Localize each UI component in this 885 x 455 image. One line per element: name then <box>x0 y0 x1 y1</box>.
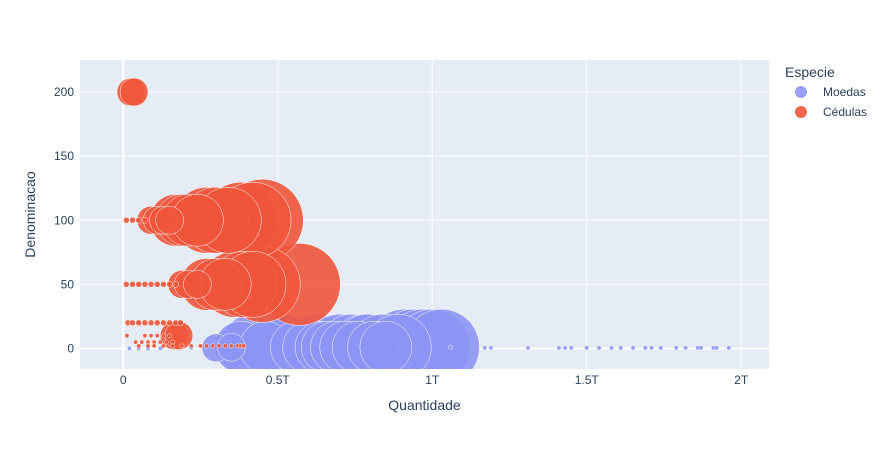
data-point[interactable] <box>126 346 132 351</box>
data-point[interactable] <box>488 345 494 351</box>
data-point[interactable] <box>216 343 222 349</box>
data-point[interactable] <box>139 339 145 345</box>
x-tick-labels: 0 0.5T 1T 1.5T 2T <box>120 373 749 387</box>
data-point[interactable] <box>141 217 149 224</box>
y-tick-label: 50 <box>61 277 75 291</box>
data-point[interactable] <box>170 343 176 349</box>
series-cédulas <box>116 77 341 350</box>
data-point[interactable] <box>179 343 185 349</box>
data-point[interactable] <box>166 281 173 288</box>
legend-item-moedas[interactable]: Moedas <box>795 85 866 99</box>
data-point[interactable] <box>157 339 163 345</box>
data-point[interactable] <box>228 343 234 349</box>
y-axis-label: Denominacao <box>22 171 38 258</box>
data-point[interactable] <box>198 343 203 349</box>
data-point[interactable] <box>584 345 590 351</box>
data-point[interactable] <box>568 345 574 351</box>
data-point[interactable] <box>153 281 161 288</box>
y-tick-labels: 0 50 100 150 200 <box>54 85 74 355</box>
x-tick-label: 1.5T <box>575 373 600 387</box>
data-point[interactable] <box>167 333 173 339</box>
x-tick-label: 2T <box>734 373 749 387</box>
data-point[interactable] <box>135 319 142 327</box>
data-point[interactable] <box>177 319 184 327</box>
y-tick-label: 150 <box>54 149 74 163</box>
data-point[interactable] <box>596 345 602 351</box>
data-point[interactable] <box>166 319 173 327</box>
data-point[interactable] <box>160 343 166 349</box>
data-point[interactable] <box>359 320 413 373</box>
data-point[interactable] <box>673 345 679 351</box>
data-point[interactable] <box>683 345 689 351</box>
data-point[interactable] <box>525 345 531 351</box>
data-point[interactable] <box>164 339 169 345</box>
y-tick-label: 200 <box>54 85 74 99</box>
data-point[interactable] <box>124 333 130 339</box>
data-point[interactable] <box>642 345 648 351</box>
y-tick-label: 0 <box>67 341 74 355</box>
data-point[interactable] <box>160 333 166 339</box>
data-point[interactable] <box>649 345 655 351</box>
data-point[interactable] <box>141 281 149 288</box>
data-point[interactable] <box>129 217 136 224</box>
data-point[interactable] <box>133 339 139 345</box>
legend-label: Cédulas <box>823 105 867 119</box>
data-point[interactable] <box>129 281 136 288</box>
data-point[interactable] <box>123 217 130 224</box>
series-moedas <box>126 308 732 373</box>
data-point[interactable] <box>160 319 167 327</box>
data-point[interactable] <box>556 345 562 351</box>
data-point[interactable] <box>135 217 142 224</box>
legend: Especie Moedas Cédulas <box>785 64 867 119</box>
data-point[interactable] <box>172 281 180 288</box>
data-point[interactable] <box>204 343 210 349</box>
data-point[interactable] <box>147 319 155 327</box>
legend-label: Moedas <box>823 85 866 99</box>
data-point[interactable] <box>145 343 151 349</box>
data-points <box>116 77 732 373</box>
data-point[interactable] <box>210 343 216 349</box>
data-point[interactable] <box>241 343 247 349</box>
legend-marker <box>795 86 807 98</box>
data-point[interactable] <box>482 345 488 351</box>
y-tick-label: 100 <box>54 213 74 227</box>
data-point[interactable] <box>148 333 154 339</box>
data-point[interactable] <box>142 333 148 339</box>
data-point[interactable] <box>141 319 149 327</box>
data-point[interactable] <box>153 319 161 327</box>
x-axis-label: Quantidade <box>388 397 461 413</box>
legend-title: Especie <box>785 64 835 80</box>
data-point[interactable] <box>147 281 155 288</box>
data-point[interactable] <box>714 345 719 351</box>
data-point[interactable] <box>658 345 664 351</box>
data-point[interactable] <box>129 319 136 327</box>
data-point[interactable] <box>608 345 614 351</box>
data-point[interactable] <box>188 343 194 349</box>
x-tick-label: 0.5T <box>266 373 291 387</box>
data-point[interactable] <box>183 270 212 299</box>
data-point[interactable] <box>562 345 568 351</box>
data-point[interactable] <box>448 344 454 350</box>
data-point[interactable] <box>123 281 130 288</box>
x-tick-label: 1T <box>425 373 440 387</box>
data-point[interactable] <box>136 343 142 349</box>
data-point[interactable] <box>630 345 636 351</box>
data-point[interactable] <box>154 333 160 339</box>
data-point[interactable] <box>135 281 142 288</box>
data-point[interactable] <box>698 345 704 351</box>
data-point[interactable] <box>160 281 167 288</box>
data-point[interactable] <box>726 345 732 351</box>
data-point[interactable] <box>119 77 149 107</box>
x-tick-label: 0 <box>120 373 127 387</box>
legend-item-cédulas[interactable]: Cédulas <box>795 105 867 119</box>
data-point[interactable] <box>222 343 228 349</box>
data-point[interactable] <box>618 345 624 351</box>
data-point[interactable] <box>151 343 157 349</box>
legend-marker <box>795 106 807 118</box>
data-point[interactable] <box>155 206 184 235</box>
